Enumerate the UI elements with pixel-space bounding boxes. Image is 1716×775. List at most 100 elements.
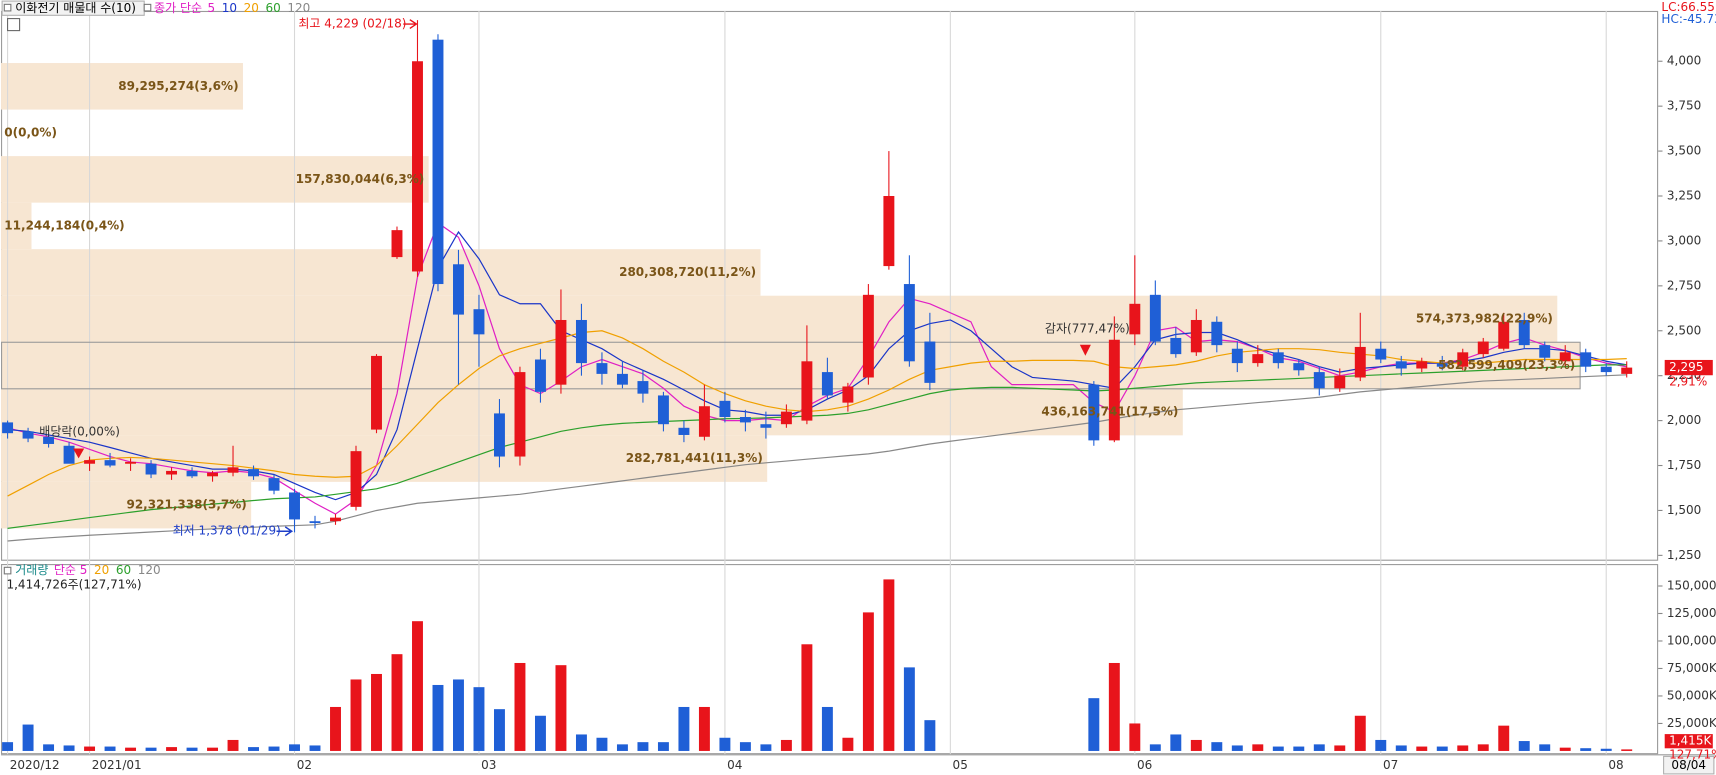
candle-body: [1354, 346, 1366, 378]
volume-bar: [289, 744, 300, 751]
volume-bar: [637, 742, 649, 751]
last-date: 08/04: [1671, 758, 1706, 772]
candle-body: [596, 363, 608, 374]
legend-entry: 120: [138, 563, 161, 577]
volume-bar: [22, 724, 34, 751]
legend-title: 거래량: [15, 563, 48, 577]
legend-entry: 20: [244, 1, 259, 15]
volume-bar: [63, 745, 75, 751]
volume-bar: [1252, 744, 1264, 751]
volume-bar: [1600, 748, 1612, 751]
candle-body: [186, 470, 198, 477]
volume-bar: [1477, 744, 1489, 751]
volume-bar: [186, 747, 198, 751]
annotation-arrow: [73, 448, 85, 459]
last-date-box: [1663, 755, 1715, 775]
candle-body: [514, 372, 526, 457]
candle-body: [145, 463, 157, 475]
x-tick-label: 05: [953, 758, 968, 772]
volume-bar: [821, 706, 833, 751]
volume-bar: [453, 679, 464, 751]
profile-bar: [1, 63, 243, 110]
volume-bar: [862, 612, 874, 751]
candle-body: [842, 386, 854, 403]
volume-bar: [657, 742, 669, 751]
candle-body: [1334, 375, 1346, 389]
candle-body: [534, 359, 546, 392]
legend-entry: 60: [265, 1, 280, 15]
volume-bar: [1539, 744, 1551, 751]
volume-bar: [1416, 746, 1428, 751]
annotation: 최고 4,229 (02/18): [298, 17, 406, 31]
y-tick-label: 3,000: [1667, 233, 1701, 247]
y-tick-label: 2,000: [1667, 413, 1701, 427]
volume-bar: [1354, 715, 1366, 751]
x-tick-label: 08: [1608, 758, 1623, 772]
volume-bar: [1293, 746, 1305, 751]
legend-icon: [143, 3, 152, 12]
candle-body: [473, 309, 485, 335]
candle-body: [903, 284, 915, 362]
candle-body: [801, 361, 813, 421]
candle-body: [227, 467, 239, 473]
candle-body: [637, 381, 649, 394]
volume-bar: [924, 720, 936, 751]
volume-bar: [350, 679, 362, 751]
y-tick-label: 1,750: [1667, 458, 1701, 472]
volume-bar: [1190, 739, 1202, 751]
volume-bar: [1088, 698, 1100, 751]
candle-body: [1477, 341, 1489, 355]
annotation-arrow: [403, 19, 418, 30]
title-icon: [3, 3, 12, 12]
candle-body: [780, 411, 792, 425]
candle-body: [883, 196, 895, 267]
y-tick-label: 100,000K: [1667, 633, 1716, 647]
volume-bar: [739, 742, 751, 751]
volume-bar: [698, 706, 710, 751]
annotation: 감자(777,47%): [1045, 322, 1130, 336]
profile-bar: [1, 249, 761, 296]
candle-body: [1416, 361, 1428, 369]
y-tick-label: 75,000K: [1667, 661, 1716, 675]
profile-label: 280,308,720(11,2%): [619, 265, 756, 279]
candle-body: [22, 431, 34, 439]
candle-body: [309, 521, 321, 524]
volume-bar: [1457, 745, 1469, 751]
candle-body: [350, 451, 362, 507]
candle-body: [412, 61, 423, 272]
volume-panel-frame: [1, 564, 1659, 755]
candle-body: [1190, 319, 1202, 353]
annotation-arrow: [276, 526, 294, 537]
chart-title: 이화전기 매물대 수(10): [15, 1, 136, 15]
profile-bar: [1, 295, 1558, 343]
y-tick-label: 25,000K: [1667, 716, 1716, 730]
volume-bar: [1498, 725, 1510, 751]
mark-layer: [2, 20, 1633, 751]
candle-body: [1252, 354, 1264, 364]
ma-line: [7, 374, 1627, 542]
current-price-box: [1664, 359, 1713, 376]
candle-body: [166, 470, 178, 475]
candle-body: [1518, 319, 1530, 346]
profile-label: 282,781,441(11,3%): [626, 451, 763, 465]
candle-body: [371, 355, 382, 430]
y-tick-label: 2,500: [1667, 323, 1701, 337]
volume-bar: [575, 734, 587, 751]
candle-body: [1600, 366, 1612, 373]
volume-bar: [1580, 748, 1592, 751]
volume-bar: [1559, 747, 1571, 751]
table-icon: [7, 18, 21, 32]
candle-body: [1375, 348, 1387, 360]
profile-label: 582,599,409(23,3%): [1438, 358, 1575, 372]
candle-body: [760, 424, 772, 428]
current-volume-change: 127,71%: [1669, 747, 1716, 761]
candle-body: [1313, 372, 1325, 389]
candle-body: [453, 264, 464, 315]
profile-label: 11,244,184(0,4%): [4, 218, 124, 232]
x-tick-label: 03: [481, 758, 496, 772]
volume-bar: [1395, 745, 1407, 751]
x-tick-label: 2021/01: [92, 758, 142, 772]
candle-body: [575, 319, 587, 364]
